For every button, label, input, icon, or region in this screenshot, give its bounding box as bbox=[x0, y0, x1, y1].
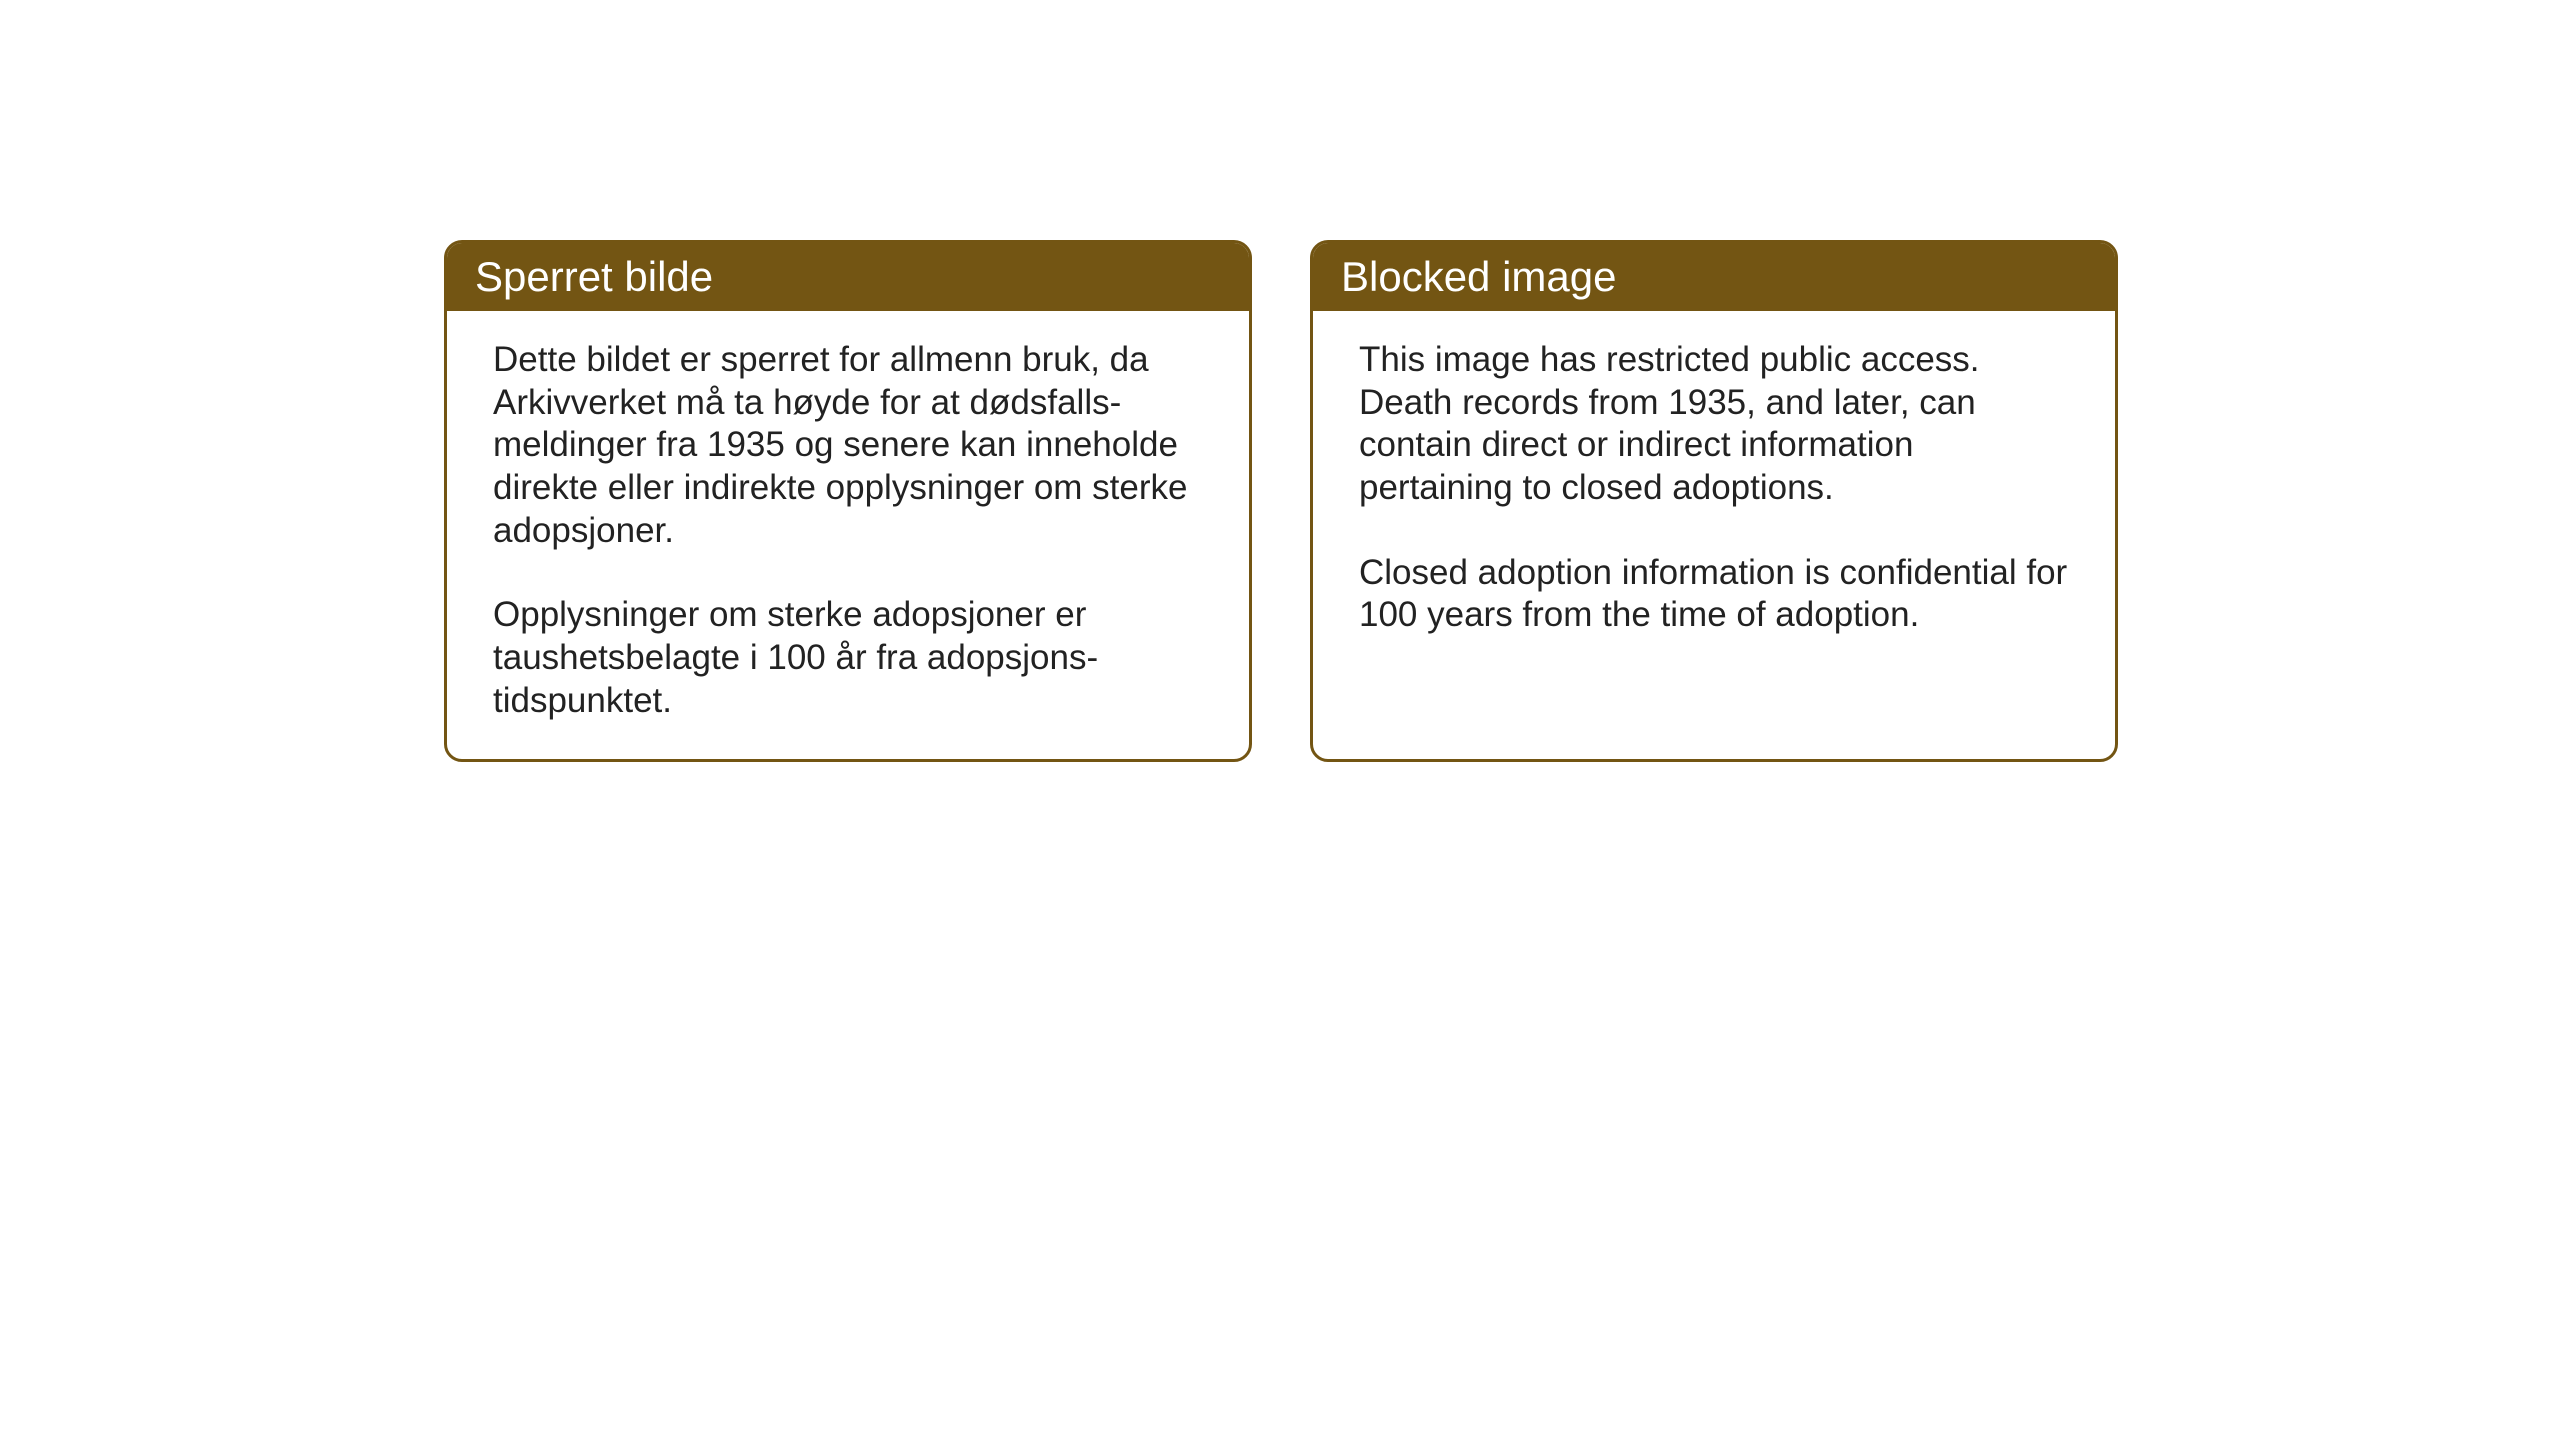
card-paragraph-1-norwegian: Dette bildet er sperret for allmenn bruk… bbox=[493, 339, 1203, 552]
card-paragraph-1-english: This image has restricted public access.… bbox=[1359, 339, 2069, 510]
card-paragraph-2-english: Closed adoption information is confident… bbox=[1359, 552, 2069, 637]
notice-card-english: Blocked image This image has restricted … bbox=[1310, 240, 2118, 762]
card-title-english: Blocked image bbox=[1341, 253, 1616, 300]
card-header-english: Blocked image bbox=[1313, 243, 2115, 311]
card-body-english: This image has restricted public access.… bbox=[1313, 311, 2115, 719]
card-body-norwegian: Dette bildet er sperret for allmenn bruk… bbox=[447, 311, 1249, 759]
card-header-norwegian: Sperret bilde bbox=[447, 243, 1249, 311]
card-title-norwegian: Sperret bilde bbox=[475, 253, 713, 300]
notice-card-norwegian: Sperret bilde Dette bildet er sperret fo… bbox=[444, 240, 1252, 762]
card-paragraph-2-norwegian: Opplysninger om sterke adopsjoner er tau… bbox=[493, 594, 1203, 722]
notice-cards-container: Sperret bilde Dette bildet er sperret fo… bbox=[444, 240, 2118, 762]
